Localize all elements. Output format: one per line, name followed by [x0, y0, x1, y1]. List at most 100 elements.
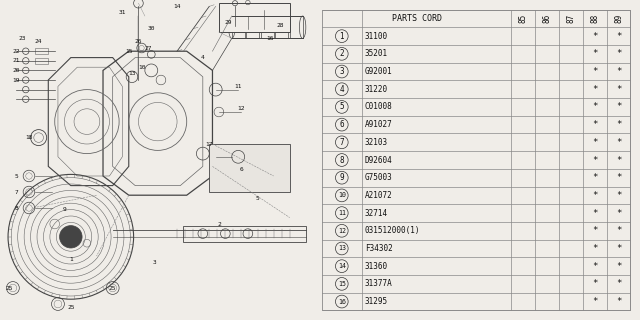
Text: 25: 25: [67, 305, 75, 310]
Text: *: *: [592, 191, 597, 200]
Text: G75003: G75003: [365, 173, 392, 182]
Text: 3: 3: [153, 260, 156, 265]
Text: C01008: C01008: [365, 102, 392, 111]
Text: *: *: [592, 67, 597, 76]
Text: 16: 16: [338, 299, 346, 305]
Bar: [290, 16, 303, 38]
Bar: [260, 16, 274, 38]
Text: *: *: [616, 32, 621, 41]
Text: *: *: [616, 297, 621, 306]
Text: 19: 19: [12, 77, 20, 83]
Text: *: *: [592, 85, 597, 94]
Text: 31100: 31100: [365, 32, 388, 41]
Text: 32714: 32714: [365, 209, 388, 218]
Text: 13: 13: [338, 245, 346, 252]
Text: *: *: [616, 209, 621, 218]
Text: 89: 89: [614, 14, 623, 23]
Text: 031512000(1): 031512000(1): [365, 226, 420, 235]
Text: *: *: [616, 120, 621, 129]
Text: G92001: G92001: [365, 67, 392, 76]
Text: A21072: A21072: [365, 191, 392, 200]
Text: 4: 4: [201, 55, 205, 60]
Text: *: *: [616, 67, 621, 76]
Text: 25: 25: [109, 285, 116, 291]
Text: *: *: [616, 262, 621, 271]
Text: 35201: 35201: [365, 49, 388, 58]
Text: *: *: [616, 173, 621, 182]
Bar: [246, 16, 259, 38]
Text: *: *: [616, 226, 621, 235]
Text: *: *: [616, 85, 621, 94]
Text: 88: 88: [590, 14, 599, 23]
Bar: [35, 58, 48, 64]
Bar: [275, 16, 288, 38]
Text: *: *: [592, 244, 597, 253]
Bar: [35, 48, 48, 54]
Text: *: *: [592, 156, 597, 164]
Text: *: *: [592, 279, 597, 288]
Text: 14: 14: [173, 4, 181, 9]
Text: 10: 10: [338, 192, 346, 198]
Text: D92604: D92604: [365, 156, 392, 164]
Text: 16: 16: [267, 36, 274, 41]
Text: 7: 7: [339, 138, 344, 147]
Bar: [219, 3, 290, 32]
Text: 11: 11: [234, 84, 242, 89]
Text: *: *: [616, 138, 621, 147]
Text: 31220: 31220: [365, 85, 388, 94]
Text: *: *: [616, 279, 621, 288]
Text: 27: 27: [145, 45, 152, 51]
Text: 15: 15: [338, 281, 346, 287]
Text: *: *: [592, 32, 597, 41]
Text: 2: 2: [339, 49, 344, 58]
Text: 8: 8: [339, 156, 344, 164]
Text: 31377A: 31377A: [365, 279, 392, 288]
Text: 6: 6: [339, 120, 344, 129]
Text: 13: 13: [128, 71, 136, 76]
Bar: [232, 16, 244, 38]
Text: *: *: [592, 138, 597, 147]
Text: 14: 14: [338, 263, 346, 269]
Text: 4: 4: [339, 85, 344, 94]
Text: 23: 23: [19, 36, 26, 41]
Text: 6: 6: [239, 167, 243, 172]
Text: *: *: [616, 191, 621, 200]
Bar: [209, 144, 290, 192]
Text: 17: 17: [205, 141, 213, 147]
Text: 29: 29: [225, 20, 232, 25]
Text: A91027: A91027: [365, 120, 392, 129]
Text: *: *: [616, 156, 621, 164]
Text: 86: 86: [543, 14, 552, 23]
Text: *: *: [592, 102, 597, 111]
Text: *: *: [616, 244, 621, 253]
Text: 26: 26: [134, 39, 142, 44]
Text: 20: 20: [12, 68, 20, 73]
Text: 87: 87: [566, 14, 575, 23]
Text: *: *: [592, 226, 597, 235]
Text: 3: 3: [339, 67, 344, 76]
Text: 31295: 31295: [365, 297, 388, 306]
Text: 31360: 31360: [365, 262, 388, 271]
Text: 28: 28: [276, 23, 284, 28]
Text: 1: 1: [339, 32, 344, 41]
Text: 5: 5: [14, 173, 18, 179]
Text: 12: 12: [237, 106, 245, 111]
Text: 30: 30: [148, 26, 155, 31]
Text: F34302: F34302: [365, 244, 392, 253]
Text: 2: 2: [217, 221, 221, 227]
Text: 24: 24: [35, 39, 42, 44]
Text: 7: 7: [14, 189, 18, 195]
Text: *: *: [592, 173, 597, 182]
Text: 22: 22: [12, 49, 20, 54]
Text: 21: 21: [12, 58, 20, 63]
Text: 15: 15: [125, 49, 132, 54]
Text: 85: 85: [518, 14, 527, 23]
Text: *: *: [592, 120, 597, 129]
Circle shape: [60, 226, 82, 248]
Text: 31: 31: [118, 10, 126, 15]
Bar: [184, 226, 306, 242]
Text: 32103: 32103: [365, 138, 388, 147]
Text: 5: 5: [255, 196, 259, 201]
Text: *: *: [616, 102, 621, 111]
Text: *: *: [616, 49, 621, 58]
